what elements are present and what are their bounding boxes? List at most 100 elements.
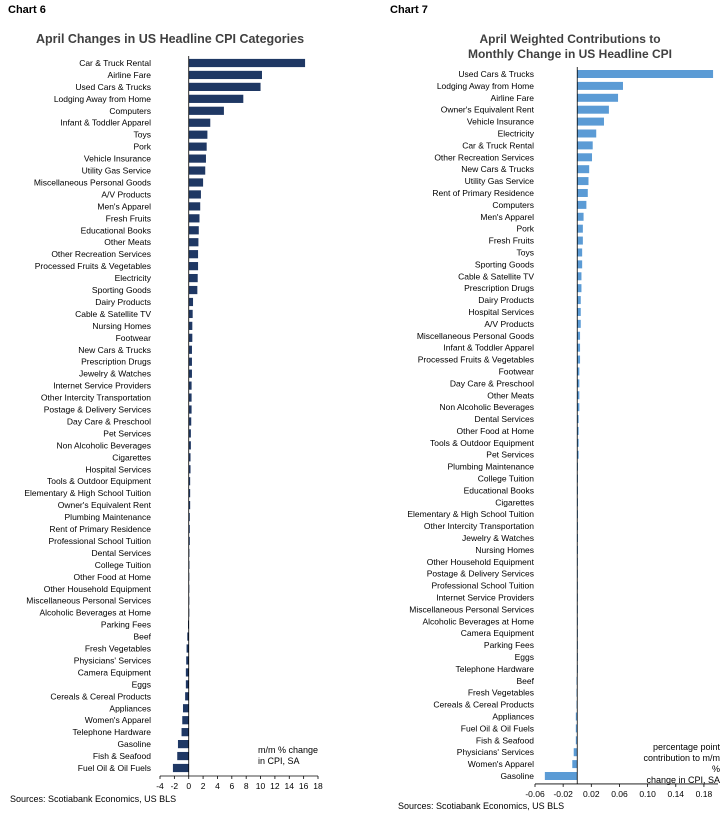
chart7-bar — [577, 236, 583, 245]
chart7-category-label: Other Meats — [487, 390, 534, 400]
chart6-bar — [188, 501, 191, 510]
chart7-category-label: Women's Apparel — [468, 759, 534, 769]
chart6-category-label: Parking Fees — [101, 620, 151, 630]
chart6-x-tick-label: -2 — [171, 781, 179, 791]
chart7-bar — [577, 415, 579, 424]
chart7-category-label: Toys — [517, 247, 534, 257]
chart7-bar — [577, 379, 580, 388]
chart7-bar — [577, 260, 583, 269]
chart7-bar — [577, 331, 581, 340]
chart6-category-label: Sporting Goods — [92, 285, 151, 295]
chart7-x-tick-label: 0.10 — [639, 789, 656, 799]
chart6-category-label: Day Care & Preschool — [67, 416, 151, 426]
chart7-bar — [577, 450, 579, 459]
chart7-category-label: Educational Books — [464, 485, 534, 495]
chart6-category-label: A/V Products — [101, 189, 151, 199]
chart6-bar — [172, 763, 189, 773]
chart6-bar — [188, 297, 194, 307]
chart6-bar — [188, 536, 190, 546]
chart7-bar — [577, 343, 581, 352]
chart7-label: Chart 7 — [390, 4, 428, 16]
chart6-category-label: Miscellaneous Personal Goods — [34, 177, 151, 187]
chart7-category-label: Eggs — [515, 652, 534, 662]
chart7-bar — [577, 188, 588, 197]
chart7-bar — [577, 70, 714, 78]
chart7-category-label: Lodging Away from Home — [437, 81, 534, 91]
chart7-category-label: Miscellaneous Personal Services — [409, 604, 534, 614]
chart7-category-label: Elementary & High School Tuition — [407, 509, 534, 519]
chart7-category-label: New Cars & Trucks — [461, 164, 534, 174]
chart6-x-tick-label: 18 — [313, 781, 323, 791]
chart7-note-line1: percentage point — [652, 742, 720, 752]
chart7-category-label: Other Intercity Transportation — [424, 521, 534, 531]
chart7-bar — [575, 724, 578, 733]
chart6-category-label: Car & Truck Rental — [79, 58, 151, 68]
chart7-x-tick-label: -0.06 — [525, 789, 545, 799]
chart7-category-label: Men's Apparel — [480, 212, 534, 222]
chart6-bar — [186, 644, 189, 653]
chart6-category-label: Eggs — [132, 679, 151, 689]
chart7-bar — [577, 129, 597, 138]
chart6-bar — [188, 118, 211, 127]
chart6-bar — [188, 381, 192, 390]
chart6-bar — [188, 369, 192, 378]
chart7-category-label: Nursing Homes — [475, 545, 534, 555]
chart6-bar — [188, 453, 191, 462]
chart7-bar — [577, 284, 582, 293]
chart7-title-line2: Monthly Change in US Headline CPI — [467, 47, 673, 61]
chart6-category-label: Airline Fare — [108, 70, 152, 80]
chart6-category-label: Camera Equipment — [78, 667, 152, 677]
chart7-category-label: Appliances — [492, 712, 534, 722]
chart7-category-label: Cable & Satellite TV — [458, 271, 534, 281]
chart7-category-label: Plumbing Maintenance — [448, 462, 535, 472]
chart6-category-label: Cereals & Cereal Products — [50, 691, 151, 701]
chart6-bar — [188, 333, 193, 342]
chart6-x-tick-label: -4 — [156, 781, 164, 791]
chart6-category-label: Rent of Primary Residence — [49, 524, 151, 534]
chart7-category-label: Computers — [492, 200, 534, 210]
chart6-bar — [188, 250, 199, 259]
chart6-bar — [188, 142, 207, 151]
chart6-category-label: Pet Services — [103, 428, 151, 438]
chart7-category-label: Footwear — [499, 366, 535, 376]
chart7-bar — [577, 153, 593, 162]
chart7-category-label: Car & Truck Rental — [462, 140, 534, 150]
chart7-source: Sources: Scotiabank Economics, US BLS — [398, 801, 565, 811]
chart7-category-label: Beef — [517, 676, 535, 686]
chart7-bar — [577, 105, 609, 114]
chart6-category-label: Appliances — [109, 703, 151, 713]
chart7-bar — [577, 272, 582, 281]
chart6-category-label: Other Household Equipment — [44, 584, 152, 594]
chart6-category-label: Utility Gas Service — [82, 166, 152, 176]
chart7-category-label: Professional School Tuition — [431, 581, 534, 591]
chart6-bar — [185, 692, 189, 701]
chart6-category-label: Electricity — [115, 273, 152, 283]
chart6-bar — [188, 285, 198, 295]
chart6-category-label: Women's Apparel — [85, 715, 151, 725]
chart7-bar — [577, 200, 587, 209]
chart7-category-label: Fresh Vegetables — [468, 688, 534, 698]
chart6-bar — [177, 751, 189, 761]
chart7-bar — [577, 426, 579, 435]
chart6-bar — [188, 82, 261, 91]
chart6-bar — [188, 178, 204, 187]
chart7-bar — [577, 212, 584, 221]
chart6-category-label: Other Intercity Transportation — [41, 393, 151, 403]
chart6-bar — [188, 202, 201, 211]
chart6-bar — [188, 345, 192, 354]
chart6-category-label: Used Cars & Trucks — [75, 82, 151, 92]
chart7-category-label: Processed Fruits & Vegetables — [418, 355, 534, 365]
chart6-bar — [188, 489, 191, 498]
chart6-note-line1: m/m % change — [258, 745, 319, 755]
chart6-category-label: Gasoline — [117, 739, 151, 749]
chart7-category-label: Other Recreation Services — [434, 152, 534, 162]
chart6-category-label: Fuel Oil & Oil Fuels — [78, 763, 151, 773]
chart7-category-label: Owner's Equivalent Rent — [441, 105, 535, 115]
chart6-bar — [188, 524, 190, 534]
chart7-note-line2: contribution to m/m % — [643, 753, 720, 774]
chart7-category-label: A/V Products — [484, 319, 534, 329]
chart7-bar — [577, 307, 581, 316]
chart6-x-tick-label: 14 — [285, 781, 295, 791]
chart6-category-label: Other Recreation Services — [51, 249, 151, 259]
chart6-category-label: Other Meats — [104, 237, 151, 247]
